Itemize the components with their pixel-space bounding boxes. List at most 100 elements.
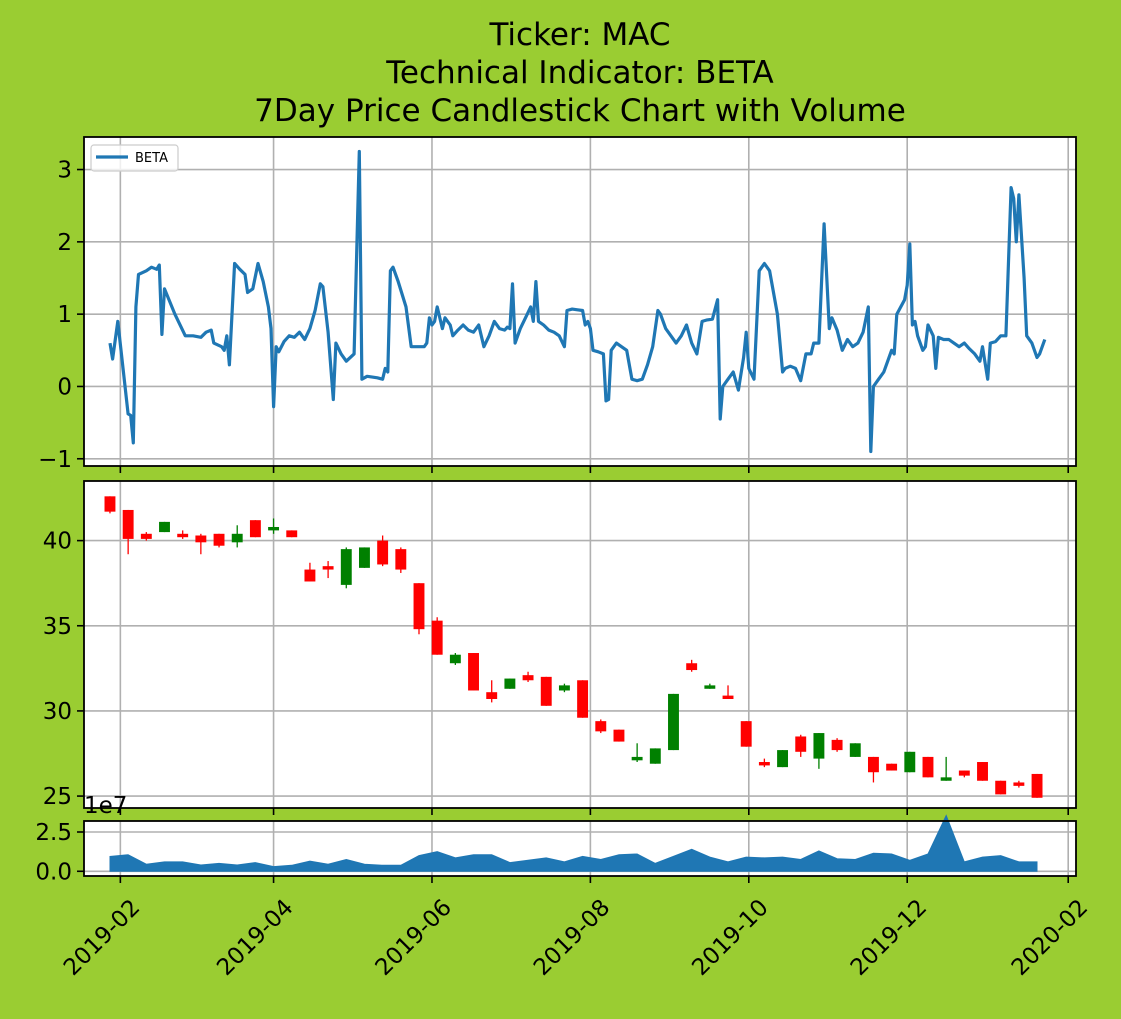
candle xyxy=(1013,780,1025,788)
candle-body xyxy=(558,685,570,691)
candle xyxy=(449,653,461,665)
candle-body xyxy=(449,654,461,664)
candle xyxy=(940,756,952,781)
beta-grid xyxy=(84,137,1076,466)
candle-body xyxy=(122,509,134,539)
candle-body xyxy=(504,678,516,689)
candle-body xyxy=(977,762,988,781)
candle-body xyxy=(813,733,825,759)
candle xyxy=(577,680,589,718)
candle xyxy=(395,547,407,573)
candle xyxy=(668,693,679,751)
candle-body xyxy=(595,721,607,732)
price-frame xyxy=(83,480,1077,809)
candle-body xyxy=(831,739,843,751)
beta-ytick-label: 3 xyxy=(57,158,72,184)
beta-frame xyxy=(83,136,1077,467)
beta-ytick-label: 0 xyxy=(57,374,72,400)
candle xyxy=(468,653,479,691)
candle-body xyxy=(795,736,807,752)
candle-body xyxy=(631,756,643,761)
title-line-ticker: Ticker: MAC xyxy=(488,17,670,53)
candle-body xyxy=(758,762,770,766)
candle xyxy=(977,762,988,781)
candle xyxy=(177,530,189,539)
candle xyxy=(958,770,970,778)
candle xyxy=(758,758,770,768)
candle xyxy=(213,533,225,548)
candle-body xyxy=(995,780,1007,795)
candle-body xyxy=(686,663,698,671)
candle xyxy=(686,659,698,672)
price-ytick-label: 35 xyxy=(43,614,72,640)
legend-box xyxy=(90,144,179,172)
candle xyxy=(649,748,661,764)
volume-offset-label: 1e7 xyxy=(84,793,127,819)
candle-body xyxy=(886,763,898,771)
candle xyxy=(613,729,625,742)
candle-body xyxy=(722,695,734,699)
candle xyxy=(431,617,443,655)
candle-body xyxy=(940,777,952,781)
candle-body xyxy=(1031,773,1043,798)
beta-ytick-label: 2 xyxy=(57,230,72,256)
candle xyxy=(522,671,534,682)
candle-body xyxy=(958,770,970,776)
candle xyxy=(340,547,352,589)
candle xyxy=(831,738,843,752)
candle xyxy=(249,520,261,538)
volume-ytick-label: 0.0 xyxy=(35,859,72,885)
title-line-indicator: Technical Indicator: BETA xyxy=(385,55,774,91)
candle-body xyxy=(177,533,189,538)
candle-body xyxy=(867,756,879,773)
candle-body xyxy=(104,496,116,512)
beta-indicator-panel: −1 0 1 2 3 BETA xyxy=(38,136,1077,473)
candle-body xyxy=(249,520,261,538)
candle-body xyxy=(395,549,407,570)
candle-body xyxy=(377,540,389,565)
candle-body xyxy=(322,566,334,570)
candle xyxy=(740,721,752,747)
beta-series-line xyxy=(108,149,1047,454)
candle xyxy=(486,680,498,703)
title-line-chart: 7Day Price Candlestick Chart with Volume xyxy=(254,93,906,129)
candle-body xyxy=(522,675,534,681)
candle-body xyxy=(140,533,152,539)
volume-ytick-label: 2.5 xyxy=(35,820,72,846)
candle-body xyxy=(468,653,479,691)
candle xyxy=(849,743,861,757)
candle xyxy=(413,583,425,635)
candle xyxy=(540,676,552,706)
candle xyxy=(286,530,298,538)
candle xyxy=(504,678,516,689)
candle-body xyxy=(704,685,716,689)
candle-body xyxy=(740,721,752,747)
candle-body xyxy=(486,692,498,699)
candle xyxy=(886,763,898,771)
candle-body xyxy=(577,680,589,718)
candle xyxy=(595,719,607,734)
candlestick-price-panel: 25 30 35 40 xyxy=(43,480,1077,815)
candle xyxy=(268,518,280,534)
legend-label: BETA xyxy=(135,151,168,166)
candle-body xyxy=(195,535,207,543)
candle-body xyxy=(213,533,225,546)
candle xyxy=(558,683,570,693)
candle-body xyxy=(922,756,934,778)
candle-body xyxy=(413,583,425,630)
candle-body xyxy=(649,748,661,764)
candle xyxy=(867,756,879,783)
candle xyxy=(1031,773,1043,798)
beta-ytick-label: −1 xyxy=(38,447,72,473)
price-ytick-label: 40 xyxy=(43,529,72,555)
candle xyxy=(122,509,134,555)
candle xyxy=(159,521,170,533)
candle xyxy=(922,756,934,778)
candle xyxy=(231,525,243,548)
candle-body xyxy=(304,569,316,582)
candle-body xyxy=(431,620,443,655)
candle-body xyxy=(359,547,370,568)
candle-body xyxy=(286,530,298,538)
candle-body xyxy=(268,526,280,531)
